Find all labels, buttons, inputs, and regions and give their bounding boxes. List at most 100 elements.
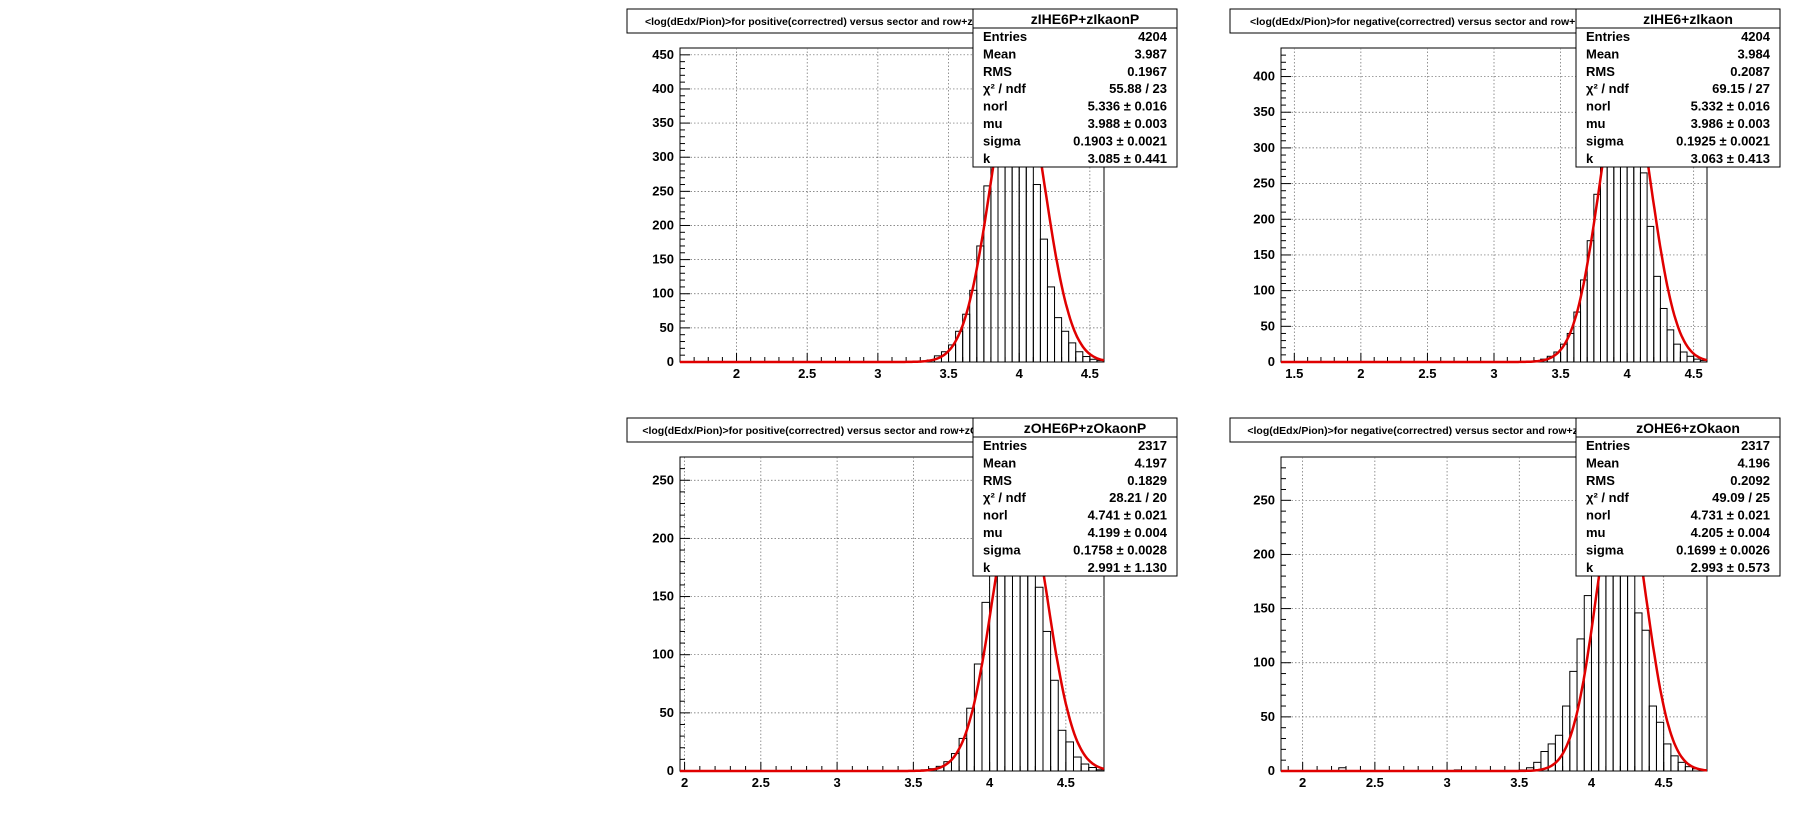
x-tick-label: 2.5: [752, 775, 770, 790]
x-tick-label: 2.5: [1418, 366, 1436, 381]
x-tick-label: 3: [1490, 366, 1497, 381]
y-tick-label: 150: [1253, 247, 1275, 262]
stats-label: sigma: [983, 542, 1021, 557]
stats-label: RMS: [983, 64, 1012, 79]
stats-value: 0.2092: [1730, 473, 1770, 488]
stats-value: 4204: [1138, 29, 1168, 44]
x-tick-label: 4.5: [1655, 775, 1673, 790]
stats-value: 4.199 ± 0.004: [1088, 525, 1168, 540]
histogram-bin: [1686, 355, 1695, 363]
stats-label: Entries: [1586, 29, 1630, 44]
histogram-bin: [1046, 286, 1056, 363]
stats-name: zIHE6+zIkaon: [1643, 11, 1733, 27]
histogram-bin: [1659, 307, 1668, 363]
histogram-title-box: [626, 417, 1026, 443]
histogram-bin: [1693, 358, 1701, 363]
histogram-bin: [1082, 356, 1091, 363]
histogram-bin: [1032, 184, 1041, 363]
x-tick-label: 2: [681, 775, 688, 790]
y-tick-label: 50: [660, 705, 674, 720]
stats-name: zOHE6P+zOkaonP: [1024, 420, 1147, 436]
x-tick-label: 4.5: [1057, 775, 1075, 790]
histogram-bin: [1089, 358, 1098, 363]
stats-label: mu: [1586, 116, 1606, 131]
y-tick-label: 0: [667, 354, 674, 369]
histogram-bin: [1627, 570, 1636, 772]
histogram-bin: [1554, 734, 1564, 772]
y-tick-label: 200: [1253, 546, 1275, 561]
x-tick-label: 4: [1588, 775, 1596, 790]
x-tick-label: 2.5: [1366, 775, 1384, 790]
histogram-title: <log(dEdx/Pion)>for positive(correctred)…: [645, 16, 1007, 28]
histogram-bin: [1639, 172, 1648, 363]
histogram-bin: [1666, 329, 1675, 363]
stats-value: 0.1903 ± 0.0021: [1073, 133, 1167, 148]
histogram-bin: [1088, 767, 1097, 772]
stats-label: norl: [1586, 99, 1611, 114]
stats-value: 2.993 ± 0.573: [1691, 560, 1770, 575]
y-tick-label: 300: [652, 149, 674, 164]
y-tick-label: 200: [1253, 211, 1275, 226]
histogram-panel-2: 1.5 2 2.5 3 3.5 4 4.5 0 50 100 150 200 250 300 350 400 <…: [1229, 8, 1781, 381]
y-tick-label: 150: [652, 589, 674, 604]
histogram-bin: [1054, 317, 1063, 363]
stats-value: 3.984: [1737, 46, 1770, 61]
stats-value: 0.1967: [1127, 64, 1167, 79]
y-tick-label: 150: [652, 252, 674, 267]
histogram-panel-3: 2 2.5 3 3.5 4 4.5 0 50 100 150 200 250 <log(dEdx/Pio…: [626, 417, 1178, 790]
stats-label: Mean: [983, 46, 1016, 61]
y-tick-label: 100: [1253, 655, 1275, 670]
y-tick-label: 400: [652, 81, 674, 96]
stats-label: k: [1586, 560, 1594, 575]
y-tick-label: 200: [652, 217, 674, 232]
stats-label: sigma: [983, 133, 1021, 148]
histogram-bin: [1677, 761, 1686, 772]
stats-label: RMS: [983, 473, 1012, 488]
stats-label: Entries: [1586, 438, 1630, 453]
stats-label: k: [1586, 151, 1594, 166]
stats-label: χ² / ndf: [1586, 490, 1630, 505]
y-tick-label: 0: [1268, 763, 1275, 778]
stats-value: 28.21 / 20: [1109, 490, 1167, 505]
histogram-bin: [1648, 705, 1657, 772]
stats-box: [972, 8, 1178, 168]
stats-label: RMS: [1586, 473, 1615, 488]
stats-value: 3.986 ± 0.003: [1691, 116, 1770, 131]
stats-value: 4204: [1741, 29, 1771, 44]
stats-value: 2317: [1138, 438, 1167, 453]
y-tick-label: 300: [1253, 140, 1275, 155]
y-tick-label: 200: [652, 530, 674, 545]
stats-label: χ² / ndf: [1586, 81, 1630, 96]
x-tick-label: 4.5: [1081, 366, 1099, 381]
histogram-panel-4: 2 2.5 3 3.5 4 4.5 0 50 100 150 200 250 <log(dEdx/Pio…: [1229, 417, 1781, 790]
histogram-bin: [1039, 238, 1048, 363]
y-tick-label: 350: [652, 115, 674, 130]
histogram-bin: [1095, 769, 1105, 772]
stats-label: χ² / ndf: [983, 490, 1027, 505]
stats-value: 3.063 ± 0.413: [1691, 151, 1770, 166]
stats-label: χ² / ndf: [983, 81, 1027, 96]
histogram-bin: [1670, 755, 1679, 772]
y-tick-label: 50: [1261, 318, 1275, 333]
y-tick-label: 400: [1253, 69, 1275, 84]
histogram-bin: [1061, 330, 1070, 363]
histogram-bin: [1075, 351, 1084, 363]
stats-box: [972, 417, 1178, 577]
histogram-bin: [1663, 743, 1672, 772]
stats-label: mu: [1586, 525, 1606, 540]
stats-label: sigma: [1586, 542, 1624, 557]
stats-label: k: [983, 151, 991, 166]
stats-value: 5.336 ± 0.016: [1088, 99, 1167, 114]
stats-value: 0.1699 ± 0.0026: [1676, 542, 1770, 557]
histogram-title: <log(dEdx/Pion)>for negative(correctred)…: [1247, 425, 1610, 437]
histogram-bin: [1050, 679, 1059, 772]
stats-name: zOHE6+zOkaon: [1636, 420, 1740, 436]
histogram-title-box: [1229, 8, 1629, 34]
histogram-bin: [1583, 595, 1592, 772]
histogram-bin: [1653, 275, 1661, 363]
stats-value: 69.15 / 27: [1712, 81, 1770, 96]
stats-value: 55.88 / 23: [1109, 81, 1167, 96]
x-tick-label: 3.5: [904, 775, 922, 790]
histogram-bin: [1646, 225, 1655, 363]
x-tick-label: 4: [1624, 366, 1632, 381]
